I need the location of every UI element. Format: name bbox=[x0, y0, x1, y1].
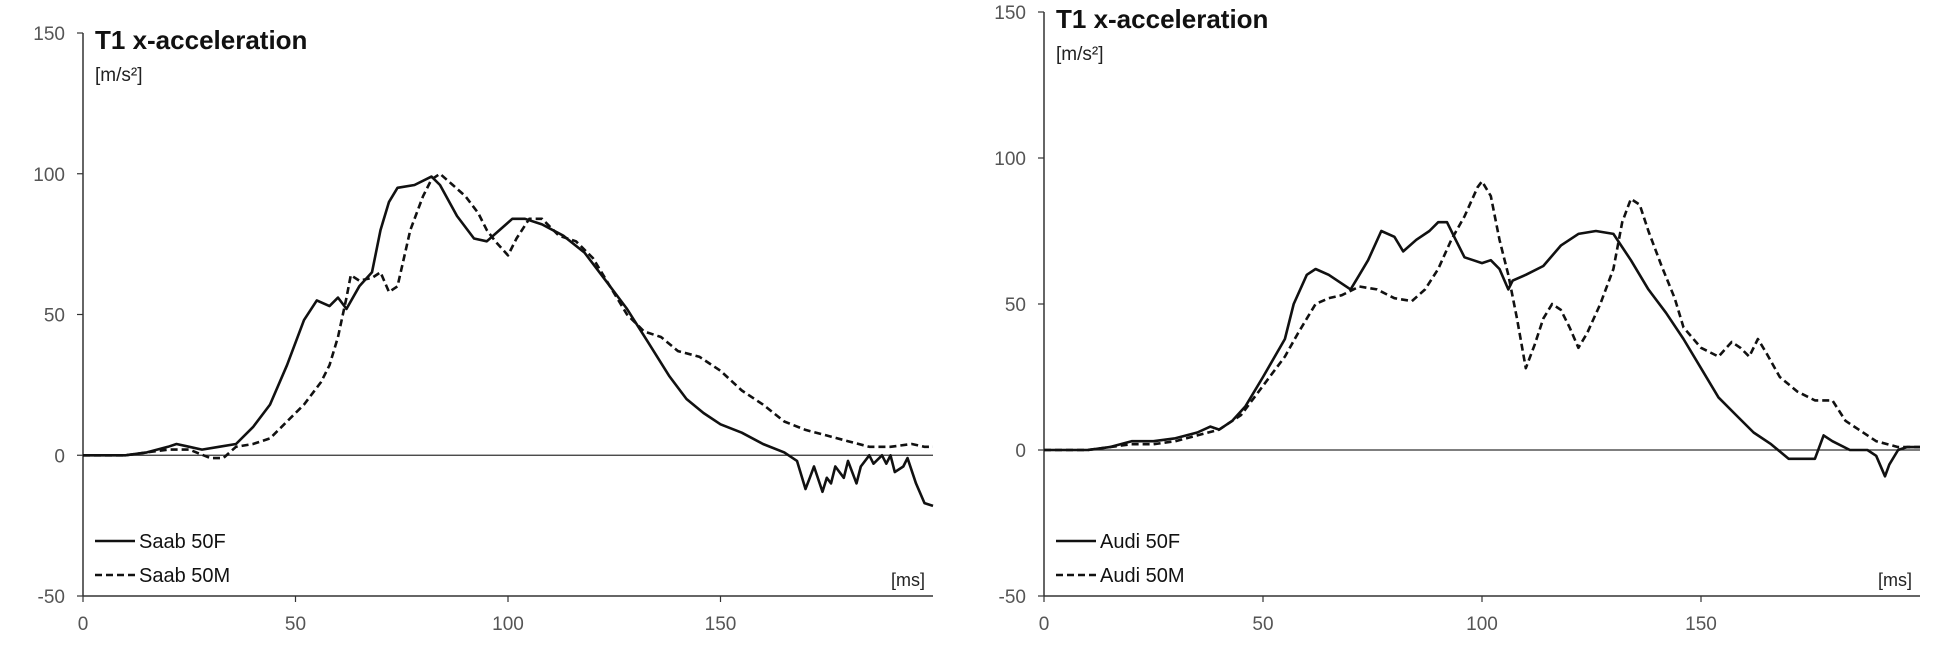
y-tick-label: 50 bbox=[44, 306, 65, 327]
y-tick-label: 100 bbox=[33, 165, 65, 186]
y-axis-unit-label: [m/s²] bbox=[95, 65, 143, 86]
chart-title: T1 x-acceleration bbox=[95, 25, 307, 55]
legend-label: Audi 50F bbox=[1100, 531, 1180, 553]
legend-label: Audi 50M bbox=[1100, 565, 1185, 587]
chart-panel-left: -50 0 50 100 150 0 50 100 150 [ms] T1 x-accelerati… bbox=[33, 24, 934, 635]
y-axis-unit-label: [m/s²] bbox=[1056, 44, 1104, 65]
x-axis-unit-label: [ms] bbox=[891, 570, 925, 590]
series-line-audi-50f bbox=[1044, 220, 1920, 478]
chart-title: T1 x-acceleration bbox=[1056, 4, 1268, 34]
series-line-audi-50m bbox=[1044, 180, 1920, 452]
y-tick-label: 0 bbox=[1015, 441, 1026, 462]
x-tick-label: 150 bbox=[705, 614, 737, 635]
series-line-saab-50f bbox=[83, 175, 934, 508]
y-tick-label: 0 bbox=[54, 446, 65, 467]
legend-label: Saab 50M bbox=[139, 565, 230, 587]
x-axis-unit-label: [ms] bbox=[1878, 570, 1912, 590]
y-tick-label: -50 bbox=[999, 587, 1026, 608]
chart-panel-right: -50 0 50 100 150 0 50 100 150 [ms] T1 x-accelerati… bbox=[994, 3, 1920, 635]
y-tick-label: 150 bbox=[33, 24, 65, 45]
x-tick-label: 100 bbox=[492, 614, 524, 635]
y-tick-label: 100 bbox=[994, 149, 1026, 170]
y-tick-label: 50 bbox=[1005, 295, 1026, 316]
x-tick-label: 100 bbox=[1466, 614, 1498, 635]
x-tick-label: 50 bbox=[285, 614, 306, 635]
x-tick-label: 0 bbox=[78, 614, 89, 635]
y-tick-label: 150 bbox=[994, 3, 1026, 24]
y-tick-label: -50 bbox=[38, 587, 65, 608]
x-tick-label: 150 bbox=[1685, 614, 1717, 635]
x-tick-label: 0 bbox=[1039, 614, 1050, 635]
legend-label: Saab 50F bbox=[139, 531, 226, 553]
series-line-saab-50m bbox=[83, 172, 933, 460]
x-tick-label: 50 bbox=[1252, 614, 1273, 635]
